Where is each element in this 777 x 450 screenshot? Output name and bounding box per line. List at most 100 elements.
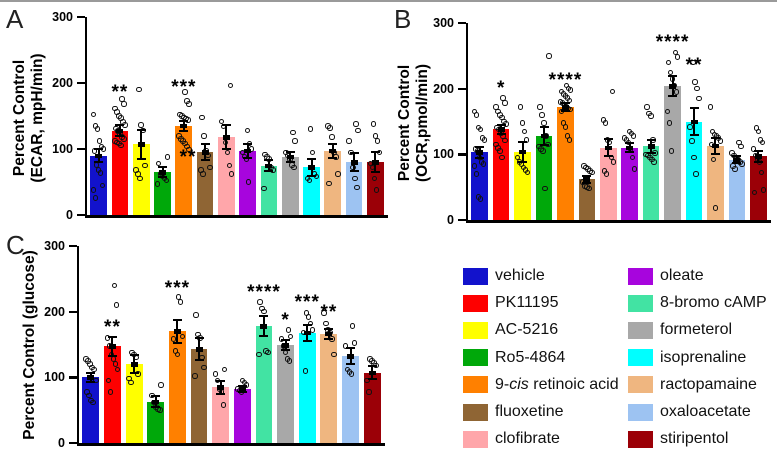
data-point bbox=[192, 373, 198, 379]
legend-label-segment: ractopamaine bbox=[660, 375, 757, 393]
error-bar-cap bbox=[582, 175, 592, 177]
data-point bbox=[224, 149, 231, 156]
y-tick bbox=[69, 442, 77, 445]
data-point bbox=[760, 187, 767, 193]
legend-label-stiripentol: stiripentol bbox=[660, 431, 728, 447]
x-axis bbox=[84, 215, 388, 218]
data-point bbox=[352, 175, 358, 182]
y-tick-label: 200 bbox=[433, 81, 454, 96]
data-point bbox=[329, 134, 335, 140]
data-point bbox=[114, 366, 121, 373]
legend-label-segment: fluoxetine bbox=[495, 403, 564, 420]
data-point bbox=[179, 333, 186, 340]
legend-label-segment: stiripentol bbox=[660, 430, 729, 448]
data-point bbox=[353, 121, 359, 127]
mean-marker bbox=[108, 344, 116, 349]
bar-fluoxetine bbox=[190, 349, 208, 443]
legend-swatch-oleate bbox=[628, 267, 653, 285]
error-bar-cap bbox=[753, 150, 763, 153]
mean-marker bbox=[137, 142, 145, 147]
data-point bbox=[105, 377, 112, 384]
error-bar-cap bbox=[179, 130, 189, 133]
significance-label: ** bbox=[685, 55, 703, 77]
legend-item-isoprenaline: isoprenaline bbox=[628, 348, 746, 368]
bar-oxaloacetate bbox=[342, 356, 359, 443]
data-point bbox=[186, 101, 192, 107]
y-axis bbox=[465, 23, 468, 220]
error-bar-cap bbox=[539, 125, 549, 128]
bar-isoprenaline bbox=[685, 121, 703, 220]
data-point bbox=[668, 148, 675, 154]
mean-marker bbox=[159, 170, 166, 175]
y-tick bbox=[69, 310, 77, 313]
mean-marker bbox=[180, 123, 188, 129]
legend-label-formeterol: formeterol bbox=[660, 322, 732, 338]
legend-swatch-ac-5216 bbox=[463, 321, 488, 339]
legend-swatch-oxaloacetate bbox=[628, 403, 653, 421]
error-bar-cap bbox=[264, 159, 274, 162]
data-point bbox=[193, 312, 199, 318]
data-point bbox=[374, 138, 381, 144]
error-bar-cap bbox=[259, 315, 269, 318]
legend-label-italic-segment: cis bbox=[509, 375, 529, 393]
bar-vehicle bbox=[471, 152, 489, 220]
mean-marker bbox=[265, 163, 273, 168]
data-point bbox=[257, 299, 263, 305]
legend-item-ractopamaine: ractopamaine bbox=[628, 375, 757, 395]
bar-ro5-4864 bbox=[535, 135, 553, 220]
data-point bbox=[309, 327, 315, 333]
legend-label-ac-5216: AC-5216 bbox=[495, 322, 558, 338]
legend-label-isoprenaline: isoprenaline bbox=[660, 349, 746, 366]
error-bar-cap bbox=[264, 169, 274, 172]
legend-label-segment: AC-5216 bbox=[495, 321, 559, 339]
legend-label-segment: Ro5-4864 bbox=[495, 348, 566, 366]
data-point bbox=[371, 175, 378, 182]
mean-marker bbox=[87, 375, 95, 380]
legend-swatch-ractopamaine bbox=[628, 376, 653, 394]
bar-ractopamaine bbox=[707, 145, 724, 220]
data-point bbox=[174, 351, 181, 358]
legend-label-ro5-4864: Ro5-4864 bbox=[495, 348, 566, 366]
error-bar-cap bbox=[158, 165, 167, 168]
y-tick bbox=[458, 219, 466, 222]
data-point bbox=[471, 163, 478, 169]
data-point bbox=[372, 133, 379, 139]
error-bar-cap bbox=[216, 379, 226, 382]
mean-marker bbox=[260, 324, 268, 329]
mean-marker bbox=[733, 157, 741, 163]
bar-stiripentol bbox=[363, 372, 381, 443]
y-tick-label: 300 bbox=[433, 16, 454, 30]
mean-marker bbox=[238, 387, 246, 392]
y-tick bbox=[458, 22, 466, 25]
data-point bbox=[93, 377, 99, 384]
data-point bbox=[481, 137, 488, 143]
y-tick bbox=[458, 87, 466, 90]
data-point bbox=[220, 402, 227, 408]
legend-label-pk11195: PK11195 bbox=[495, 295, 558, 311]
error-bar-cap bbox=[328, 143, 338, 146]
y-tick bbox=[458, 153, 466, 156]
data-point bbox=[717, 138, 724, 144]
error-bar-cap bbox=[689, 133, 699, 136]
data-point bbox=[694, 85, 700, 92]
error-bar-cap bbox=[475, 146, 485, 149]
y-tick-label: 0 bbox=[58, 436, 65, 450]
error-bar-cap bbox=[194, 336, 204, 339]
data-point bbox=[609, 88, 616, 95]
legend-item-fluoxetine: fluoxetine bbox=[463, 402, 564, 422]
error-bar-cap bbox=[243, 143, 253, 146]
error-bar-cap bbox=[307, 175, 316, 178]
legend-label-segment: vehicle bbox=[495, 267, 545, 284]
data-point bbox=[542, 185, 548, 192]
x-axis bbox=[465, 220, 771, 223]
error-bar-cap bbox=[115, 124, 125, 127]
error-bar-cap bbox=[200, 143, 210, 146]
error-bar-cap bbox=[625, 142, 635, 145]
y-tick-label: 300 bbox=[44, 239, 65, 253]
mean-marker bbox=[626, 145, 634, 151]
error-bar-cap bbox=[518, 160, 528, 163]
y-axis bbox=[84, 17, 87, 215]
data-point bbox=[137, 175, 143, 182]
mean-marker bbox=[325, 331, 333, 337]
data-point bbox=[370, 121, 377, 127]
